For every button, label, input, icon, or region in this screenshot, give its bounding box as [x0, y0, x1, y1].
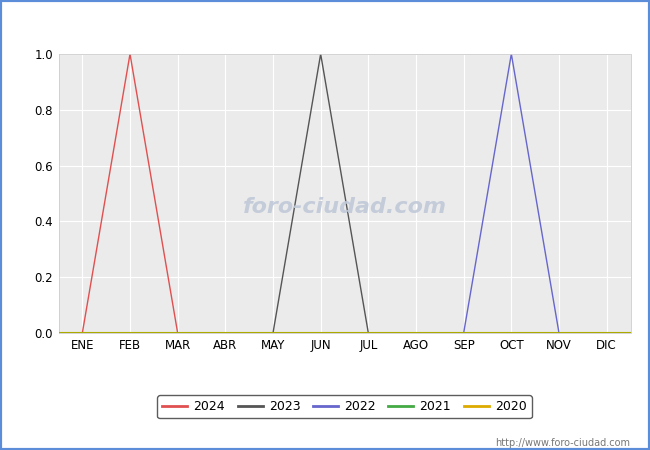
2022	[508, 51, 515, 57]
2023	[317, 51, 324, 57]
2024	[126, 51, 134, 57]
2022	[555, 330, 563, 336]
Legend: 2024, 2023, 2022, 2021, 2020: 2024, 2023, 2022, 2021, 2020	[157, 395, 532, 418]
2022	[603, 330, 610, 336]
Text: http://www.foro-ciudad.com: http://www.foro-ciudad.com	[495, 438, 630, 448]
Line: 2024: 2024	[83, 54, 226, 333]
2023	[412, 330, 420, 336]
Line: 2023: 2023	[226, 54, 416, 333]
2024	[79, 330, 86, 336]
2024	[174, 330, 181, 336]
2022	[412, 330, 420, 336]
Line: 2022: 2022	[416, 54, 606, 333]
Text: foro-ciudad.com: foro-ciudad.com	[242, 198, 447, 217]
2022	[460, 330, 467, 336]
Text: Matriculaciones de Vehiculos en Rublacedo de Abajo: Matriculaciones de Vehiculos en Rublaced…	[87, 16, 563, 31]
2023	[269, 330, 277, 336]
2024	[222, 330, 229, 336]
2023	[365, 330, 372, 336]
2023	[222, 330, 229, 336]
